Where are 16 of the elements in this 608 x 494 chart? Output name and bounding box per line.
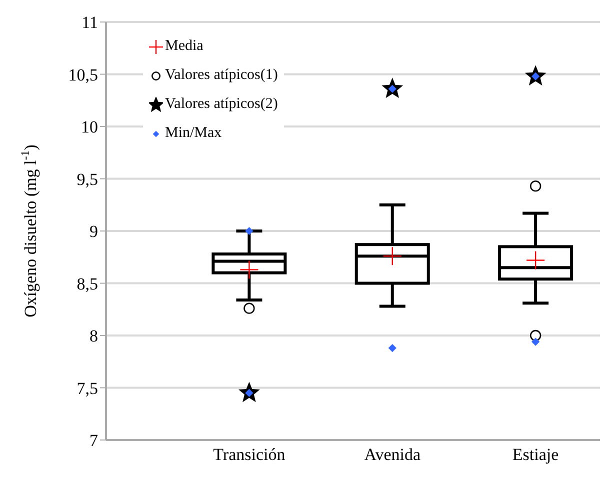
y-tick-label: 7,5 — [76, 378, 98, 398]
y-tick-label: 8 — [90, 326, 98, 346]
legend-label: Min/Max — [165, 125, 222, 142]
x-tick-label: Avenida — [364, 445, 421, 464]
legend-label: Valores atípicos(2) — [165, 96, 278, 113]
y-tick-label: 10,5 — [68, 65, 98, 84]
y-tick-label: 9 — [90, 222, 98, 242]
y-tick-label: 8,5 — [76, 274, 98, 294]
x-tick-label: Transición — [213, 445, 286, 464]
y-tick-label: 7 — [90, 431, 98, 450]
legend-label: Valores atípicos(1) — [165, 67, 278, 84]
y-tick-label: 10 — [81, 118, 98, 137]
x-tick-label: Estiaje — [512, 445, 559, 464]
y-tick-label: 11 — [82, 13, 98, 32]
legend-label: Media — [165, 38, 204, 55]
y-tick-label: 9,5 — [76, 170, 98, 189]
